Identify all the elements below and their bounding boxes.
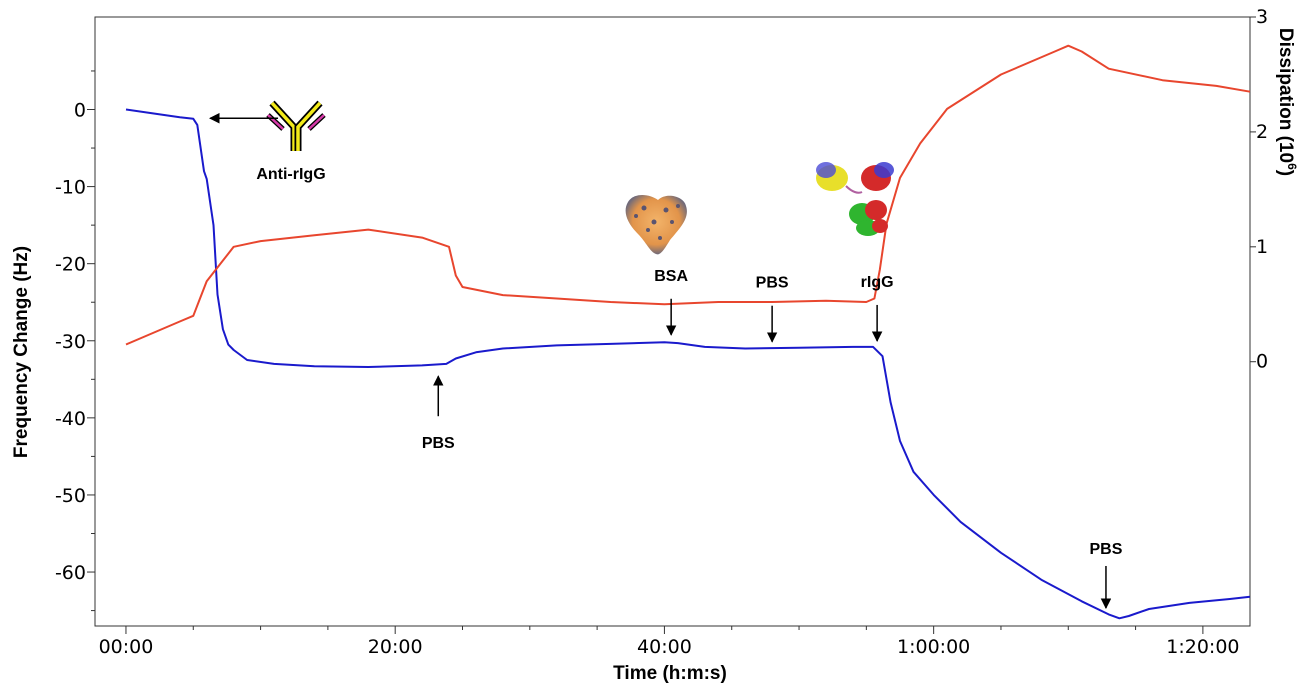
right-tick-label: 2 <box>1256 121 1268 143</box>
bsa-label: BSA <box>654 268 688 285</box>
pbs-label: PBS <box>756 275 789 292</box>
y-tick-label: -30 <box>55 331 86 353</box>
antibody-icon <box>266 100 326 151</box>
right-axis-ticks: 3 2 1 0 <box>1250 6 1268 373</box>
y-axis-ticks: 0 -10 -20 -30 -40 -50 -60 <box>55 70 95 612</box>
rigg-label: rIgG <box>861 274 894 291</box>
pbs-label: PBS <box>422 435 455 452</box>
x-tick-label: 20:00 <box>368 636 423 658</box>
y-tick-label: 0 <box>74 100 86 122</box>
anti-rigg-label: Anti-rIgG <box>256 166 325 183</box>
y-tick-label: -50 <box>55 485 86 507</box>
right-tick-label: 1 <box>1256 236 1268 258</box>
y-tick-label: -40 <box>55 408 86 430</box>
right-tick-label: 0 <box>1256 351 1268 373</box>
plot-area <box>94 16 1251 627</box>
right-axis-title-main: Dissipation (10 <box>1275 28 1296 163</box>
x-axis-ticks: 00:00 20:00 40:00 1:00:00 1:20:00 <box>99 626 1240 658</box>
x-axis-title: Time (h:m:s) <box>613 663 727 684</box>
y-tick-label: -60 <box>55 562 86 584</box>
y-tick-label: -20 <box>55 254 86 276</box>
x-tick-label: 40:00 <box>637 636 692 658</box>
right-axis-title-close: ) <box>1275 170 1296 176</box>
series-layer <box>125 44 1251 620</box>
pbs-label: PBS <box>1090 541 1123 558</box>
bsa-protein-icon <box>625 195 687 255</box>
y-tick-label: -10 <box>55 177 86 199</box>
x-tick-label: 1:20:00 <box>1166 636 1239 658</box>
x-tick-label: 1:00:00 <box>897 636 970 658</box>
dissipation-series-line <box>125 44 1251 346</box>
rigg-protein-icon <box>816 162 894 236</box>
x-tick-label: 00:00 <box>99 636 154 658</box>
frequency-series-line <box>125 108 1251 620</box>
right-axis-title-sup: 6 <box>1285 163 1299 170</box>
y-axis-title: Frequency Change (Hz) <box>11 246 32 458</box>
right-tick-label: 3 <box>1256 6 1268 28</box>
annotation-layer: Anti-rIgG PBS BSA PBS rIgG PBS <box>208 112 1123 610</box>
right-axis-title: Dissipation (106) <box>1275 28 1299 176</box>
